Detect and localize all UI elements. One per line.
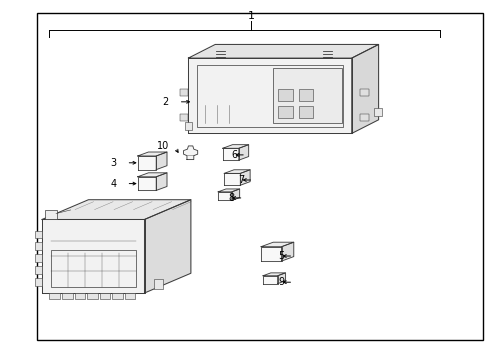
Polygon shape — [239, 145, 248, 160]
Polygon shape — [138, 177, 156, 190]
Polygon shape — [156, 173, 166, 190]
Polygon shape — [138, 173, 166, 177]
Polygon shape — [351, 44, 378, 134]
Bar — [35, 266, 42, 274]
Bar — [35, 254, 42, 262]
Polygon shape — [240, 170, 249, 185]
Polygon shape — [263, 273, 285, 276]
Text: 3: 3 — [110, 158, 117, 168]
Polygon shape — [261, 242, 293, 247]
Bar — [35, 278, 42, 286]
Polygon shape — [223, 148, 239, 160]
Bar — [124, 293, 135, 300]
Polygon shape — [188, 58, 351, 134]
Bar — [359, 89, 368, 96]
Polygon shape — [218, 189, 239, 192]
Polygon shape — [218, 192, 231, 201]
Bar — [112, 293, 122, 300]
Bar — [87, 293, 98, 300]
Bar — [184, 122, 192, 130]
Polygon shape — [281, 242, 293, 261]
Bar — [154, 279, 162, 289]
Bar — [298, 107, 313, 118]
Bar — [197, 64, 342, 127]
Polygon shape — [231, 189, 239, 201]
Text: 6: 6 — [231, 150, 237, 160]
Bar — [273, 68, 341, 123]
Text: 8: 8 — [228, 193, 234, 203]
Text: 7: 7 — [238, 175, 244, 185]
Bar — [35, 242, 42, 250]
Polygon shape — [138, 156, 156, 170]
Bar — [278, 89, 292, 101]
Bar — [74, 293, 85, 300]
Polygon shape — [42, 220, 144, 293]
Bar — [51, 250, 136, 287]
Text: 5: 5 — [278, 251, 284, 261]
Text: 9: 9 — [278, 277, 284, 287]
Bar — [35, 230, 42, 238]
Bar — [373, 108, 381, 116]
Text: 1: 1 — [247, 11, 254, 21]
Bar — [278, 107, 292, 118]
Text: 2: 2 — [163, 97, 168, 107]
Text: 10: 10 — [156, 141, 168, 151]
Bar — [44, 211, 57, 220]
Polygon shape — [224, 170, 249, 174]
Polygon shape — [263, 276, 277, 284]
Polygon shape — [261, 247, 281, 261]
Polygon shape — [138, 152, 166, 156]
Bar — [49, 293, 60, 300]
Polygon shape — [224, 174, 240, 185]
Bar — [359, 114, 368, 121]
Polygon shape — [277, 273, 285, 284]
Polygon shape — [188, 44, 378, 58]
Polygon shape — [144, 200, 190, 293]
Polygon shape — [223, 145, 248, 148]
Bar — [62, 293, 73, 300]
Polygon shape — [183, 146, 197, 159]
Polygon shape — [156, 152, 166, 170]
Bar — [298, 89, 313, 101]
Bar — [100, 293, 110, 300]
Bar — [179, 114, 188, 121]
Polygon shape — [42, 200, 190, 220]
Bar — [179, 89, 188, 96]
Text: 4: 4 — [110, 179, 117, 189]
